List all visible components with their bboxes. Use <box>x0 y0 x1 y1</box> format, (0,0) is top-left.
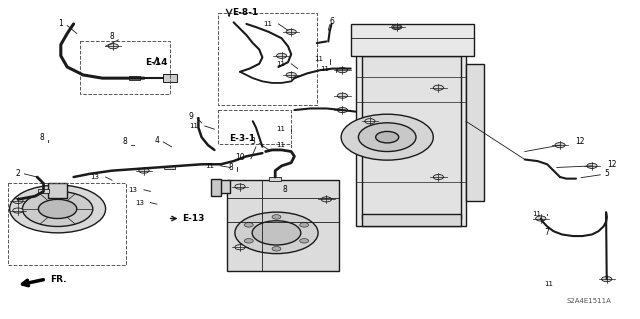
Text: 11: 11 <box>276 126 285 132</box>
Text: 4: 4 <box>154 136 159 145</box>
Text: 2: 2 <box>15 169 20 178</box>
Bar <box>362 56 461 219</box>
Bar <box>362 214 461 226</box>
Text: E-13: E-13 <box>182 214 205 223</box>
Circle shape <box>536 216 546 221</box>
Circle shape <box>38 199 77 219</box>
Circle shape <box>321 197 332 202</box>
Circle shape <box>337 108 348 113</box>
Circle shape <box>139 168 149 173</box>
Text: 10: 10 <box>235 153 245 162</box>
Text: 8: 8 <box>122 137 127 146</box>
Circle shape <box>13 208 23 213</box>
Bar <box>80 41 170 94</box>
Text: 13: 13 <box>90 174 99 180</box>
Circle shape <box>286 29 296 34</box>
Circle shape <box>276 53 287 58</box>
Circle shape <box>337 93 348 98</box>
Text: 12: 12 <box>607 160 616 169</box>
Text: 13: 13 <box>135 200 144 205</box>
Circle shape <box>13 198 23 204</box>
Text: 11: 11 <box>532 211 541 217</box>
Text: 9: 9 <box>188 112 193 121</box>
Circle shape <box>272 247 281 251</box>
Circle shape <box>376 131 399 143</box>
Bar <box>211 179 221 196</box>
Bar <box>214 180 230 193</box>
Text: E-8-1: E-8-1 <box>232 8 258 17</box>
Text: 11: 11 <box>314 56 323 62</box>
Text: 11: 11 <box>276 61 285 67</box>
Circle shape <box>433 174 444 180</box>
Circle shape <box>252 221 301 245</box>
Text: 11: 11 <box>189 123 198 129</box>
Text: 3: 3 <box>250 137 255 146</box>
Text: 11: 11 <box>321 66 330 71</box>
Text: 8: 8 <box>228 163 233 172</box>
Text: 5: 5 <box>604 169 609 178</box>
Text: 8: 8 <box>39 133 44 142</box>
Circle shape <box>244 223 253 227</box>
Bar <box>466 64 484 201</box>
Bar <box>227 180 339 271</box>
Circle shape <box>602 277 612 282</box>
Circle shape <box>22 191 93 226</box>
Text: S2A4E1511A: S2A4E1511A <box>566 299 611 304</box>
Bar <box>38 189 49 193</box>
Circle shape <box>433 85 444 90</box>
Text: 8: 8 <box>282 185 287 194</box>
Circle shape <box>286 72 296 78</box>
Bar <box>218 13 317 105</box>
Circle shape <box>235 184 245 189</box>
Text: 13: 13 <box>129 187 138 193</box>
Bar <box>164 166 175 169</box>
Bar <box>48 183 67 198</box>
Text: FR.: FR. <box>50 275 67 284</box>
Text: E-3-1: E-3-1 <box>229 134 255 143</box>
Bar <box>269 177 281 181</box>
Circle shape <box>341 114 433 160</box>
Bar <box>129 76 140 80</box>
Circle shape <box>10 185 106 233</box>
Circle shape <box>235 245 245 250</box>
Circle shape <box>393 25 401 29</box>
Circle shape <box>365 119 375 124</box>
Bar <box>351 24 474 56</box>
Circle shape <box>392 25 402 30</box>
Circle shape <box>358 123 416 152</box>
Text: 8: 8 <box>109 32 115 41</box>
Text: 7: 7 <box>545 228 550 237</box>
Circle shape <box>300 223 308 227</box>
Text: 11: 11 <box>205 163 214 169</box>
Circle shape <box>555 143 565 148</box>
Text: 1: 1 <box>58 19 63 28</box>
Text: 11: 11 <box>276 142 285 148</box>
Text: 6: 6 <box>329 17 334 26</box>
Bar <box>163 74 177 82</box>
Circle shape <box>300 239 308 243</box>
Text: 12: 12 <box>575 137 584 146</box>
Circle shape <box>244 239 253 243</box>
Circle shape <box>272 215 281 219</box>
Bar <box>356 49 466 226</box>
Text: 11: 11 <box>545 281 554 287</box>
Circle shape <box>235 212 318 254</box>
Circle shape <box>587 163 597 168</box>
Bar <box>218 110 291 144</box>
Circle shape <box>108 44 118 49</box>
Bar <box>8 183 126 265</box>
Text: E-14: E-14 <box>145 58 168 67</box>
Circle shape <box>337 68 348 73</box>
Text: 11: 11 <box>263 21 272 27</box>
